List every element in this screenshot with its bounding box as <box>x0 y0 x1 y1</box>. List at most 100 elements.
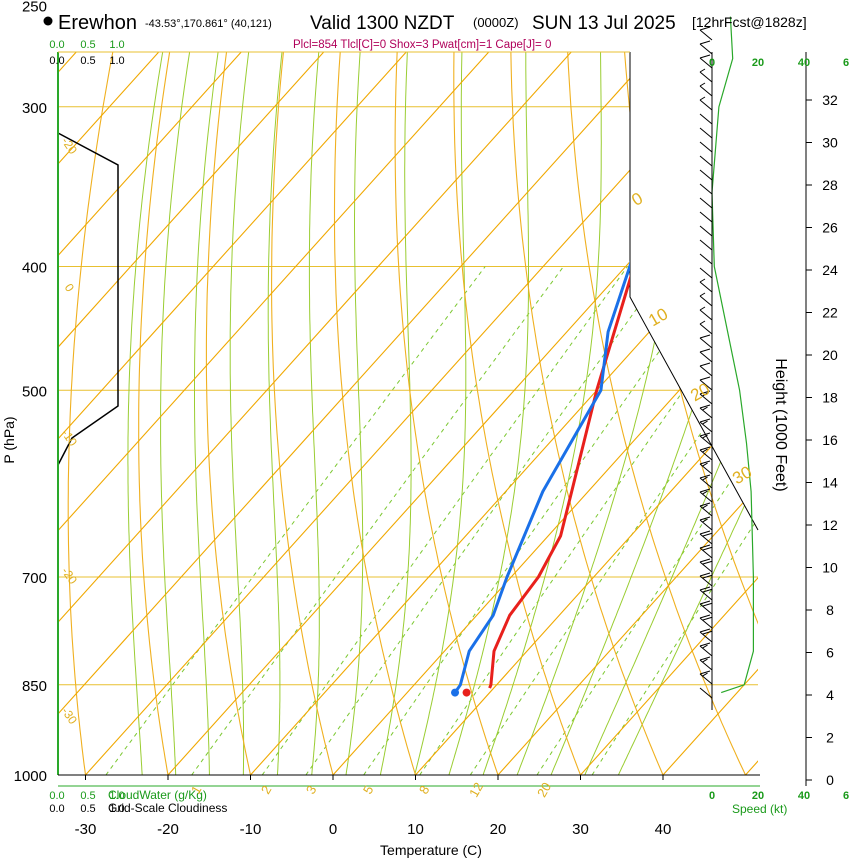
speed-tick-top: 20 <box>752 57 764 69</box>
barb-staff <box>699 85 713 97</box>
mixing-ratio-label: 12 <box>466 780 486 800</box>
height-tick-label: 22 <box>822 305 838 321</box>
barb-staff <box>699 673 713 685</box>
barb-flag <box>702 476 708 481</box>
isobars <box>58 106 758 775</box>
barb-staff <box>699 659 713 671</box>
height-tick-label: 8 <box>826 602 834 618</box>
wind-barb <box>699 544 713 559</box>
cloudiness-label: Grid-Scale Cloudiness <box>108 801 227 815</box>
barb-staff <box>699 169 713 181</box>
barb-staff <box>699 631 713 643</box>
wind-barb <box>699 320 713 335</box>
barb-staff <box>699 183 713 195</box>
dry-adiabat-label: -20 <box>59 135 81 158</box>
wind-barb <box>699 40 713 55</box>
wind-barb <box>699 225 713 237</box>
barb-flag <box>699 54 711 59</box>
wind-barb <box>699 530 713 545</box>
wind-barb <box>699 418 713 433</box>
surface-temperature-marker <box>462 688 471 697</box>
barb-staff <box>699 267 713 279</box>
wind-barb <box>699 306 713 321</box>
barb-flag <box>702 546 713 551</box>
barb-staff <box>699 589 713 601</box>
speed-tick-bottom: 40 <box>798 790 810 802</box>
moist-adiabat <box>605 52 758 775</box>
wind-barb <box>699 155 713 167</box>
barb-flag <box>699 40 711 45</box>
barb-flag <box>699 614 711 619</box>
dry-adiabat-label: -10 <box>59 427 81 450</box>
barb-staff <box>699 337 713 349</box>
wind-barb <box>699 488 713 503</box>
barb-flag <box>699 544 711 549</box>
barb-flag <box>702 420 708 425</box>
wind-barb <box>699 516 713 531</box>
wind-barb <box>699 446 713 461</box>
isotherm-line <box>58 52 284 775</box>
location-dot-icon <box>43 16 53 26</box>
barb-flag <box>699 600 711 605</box>
barb-staff <box>699 519 713 531</box>
isotherm-line <box>497 52 758 775</box>
stability-stats: Plcl=854 Tlcl[C]=0 Shox=3 Pwat[cm]=1 Cap… <box>293 39 551 51</box>
tropopause-boundary <box>629 52 759 531</box>
barb-staff <box>699 449 713 461</box>
dry-adiabat-label: 0 <box>62 281 77 295</box>
dry-adiabat <box>67 52 128 775</box>
barb-staff <box>699 197 713 209</box>
wind-barb <box>699 113 713 125</box>
barb-flag <box>699 362 711 367</box>
mixing-ratio-label: 2 <box>258 783 275 797</box>
dry-adiabat <box>785 0 850 802</box>
barb-flag <box>699 628 711 633</box>
wind-barb <box>699 211 713 223</box>
moist-adiabat <box>506 52 688 775</box>
barb-flag <box>699 306 706 311</box>
wind-barb <box>699 362 713 377</box>
dry-adiabat <box>510 52 676 775</box>
mixing-ratio-line <box>536 266 758 775</box>
wind-barb <box>699 82 713 97</box>
speed-tick-top: 40 <box>798 57 810 69</box>
dewpoint-profile <box>453 260 630 694</box>
mixing-ratio-line <box>363 266 720 775</box>
moist-adiabats <box>127 52 758 775</box>
barb-flag <box>699 68 706 73</box>
y-axis-title: P (hPa) <box>1 416 17 463</box>
pressure-tick-label: 400 <box>22 259 47 276</box>
barb-flag <box>702 532 713 537</box>
barb-staff <box>699 71 713 83</box>
barb-staff <box>699 211 713 223</box>
barb-staff <box>699 421 713 433</box>
isotherm-line <box>415 52 758 775</box>
temperature-tick-label: 20 <box>490 821 507 838</box>
wind-barb <box>699 460 713 475</box>
barb-flag <box>699 474 711 479</box>
wind-barb <box>699 600 713 615</box>
wind-barb <box>699 239 713 251</box>
mixing-ratio-line <box>105 266 486 775</box>
barb-staff <box>699 393 713 405</box>
barb-flag <box>702 490 708 495</box>
barb-staff <box>699 505 713 517</box>
barb-staff <box>699 365 713 377</box>
barb-flag <box>699 460 711 465</box>
wind-barb <box>699 141 713 153</box>
pressure-tick-label: 300 <box>22 100 47 117</box>
barb-flag <box>702 588 713 593</box>
dry-adiabat <box>0 0 17 802</box>
moist-adiabat <box>374 52 412 775</box>
moist-adiabat <box>440 52 529 775</box>
wind-barb <box>699 54 713 69</box>
cloudiness-tick-bottom: 1.0 <box>109 803 124 815</box>
height-tick-label: 20 <box>822 347 838 363</box>
moist-adiabat <box>229 52 259 775</box>
barb-flag <box>702 406 708 411</box>
moist-adiabat <box>572 52 758 775</box>
valid-time: Valid 1300 NZDT <box>310 13 455 34</box>
barb-flag <box>699 26 711 31</box>
height-tick-label: 4 <box>826 687 834 703</box>
barb-staff <box>699 617 713 629</box>
